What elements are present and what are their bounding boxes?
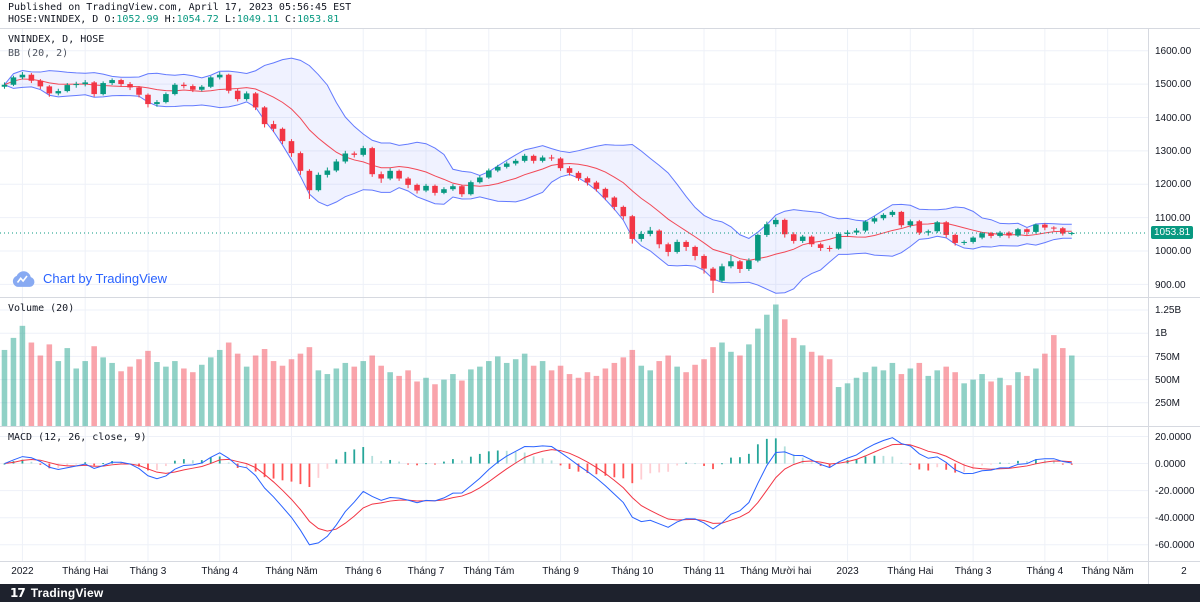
volume-tick-label: 1B <box>1155 328 1168 340</box>
time-axis-label: Tháng 7 <box>407 566 445 578</box>
volume-chart-canvas[interactable] <box>0 298 1148 427</box>
low-label: L: <box>224 14 237 25</box>
open-value: 1052.99 <box>116 14 159 25</box>
time-axis-label: 2022 <box>11 566 34 578</box>
price-tick-label: 1200.00 <box>1155 179 1192 191</box>
time-axis[interactable]: 2022 Tháng Hai Tháng 3 Tháng 4 Tháng Năm Thán… <box>0 562 1200 584</box>
price-tick-label: 900.00 <box>1155 279 1186 291</box>
footer-bar: 17 TradingView <box>0 583 1200 602</box>
macd-tick-label: -20.0000 <box>1155 485 1195 497</box>
published-line: Published on TradingView.com, April 17, … <box>8 2 352 13</box>
time-axis-label: Tháng 6 <box>344 566 382 578</box>
time-axis-label: 2023 <box>836 566 859 578</box>
axis-corner-divider <box>1148 562 1149 584</box>
volume-pane[interactable]: Volume (20) 1.25B 1B 750M 500M 250M <box>0 298 1200 428</box>
tradingview-cloud-icon <box>12 271 35 288</box>
symbol-ohlc-line: HOSE:VNINDEX, D O:1052.99 H:1054.72 L:10… <box>8 14 1200 26</box>
time-axis-label: Tháng 11 <box>683 566 725 578</box>
time-axis-label: Tháng Hai <box>887 566 934 578</box>
symbol-title: VNINDEX, D, HOSE <box>8 34 105 46</box>
watermark-text: Chart by TradingView <box>43 271 168 287</box>
macd-tick-label: 20.0000 <box>1155 431 1192 443</box>
time-axis-label: Tháng 4 <box>201 566 239 578</box>
tradingview-logo-icon[interactable]: 17 <box>10 585 26 600</box>
symbol-text: HOSE:VNINDEX, D <box>8 14 99 25</box>
macd-axis[interactable]: 20.0000 0.0000 -20.0000 -40.0000 -60.0000 <box>1148 427 1200 562</box>
footer-brand[interactable]: TradingView <box>30 585 104 600</box>
time-axis-label: Tháng 3 <box>954 566 992 578</box>
time-axis-label: Tháng Năm <box>265 566 318 578</box>
price-chart-canvas[interactable] <box>0 29 1148 298</box>
volume-indicator-label: Volume (20) <box>8 303 75 315</box>
macd-pane[interactable]: MACD (12, 26, close, 9) 20.0000 0.0000 -20… <box>0 427 1200 563</box>
volume-tick-label: 1.25B <box>1155 305 1182 317</box>
volume-tick-label: 500M <box>1155 374 1181 386</box>
time-axis-label: Tháng 4 <box>1026 566 1064 578</box>
macd-tick-label: -60.0000 <box>1155 539 1195 551</box>
snapshot-header: Published on TradingView.com, April 17, … <box>0 0 1200 28</box>
time-axis-label: Tháng 9 <box>542 566 579 578</box>
volume-tick-label: 750M <box>1155 351 1181 363</box>
close-value: 1053.81 <box>297 14 340 25</box>
high-label: H: <box>164 14 177 25</box>
price-axis[interactable]: 1600.00 1500.00 1400.00 1300.00 1200.00 1100.… <box>1148 29 1200 298</box>
price-tick-label: 1400.00 <box>1155 112 1192 124</box>
time-axis-label: Tháng Mười hai <box>740 566 812 578</box>
bb-indicator-label: BB (20, 2) <box>8 48 69 60</box>
price-tick-label: 1100.00 <box>1155 212 1191 224</box>
high-value: 1054.72 <box>176 14 219 25</box>
price-tick-label: 1000.00 <box>1155 246 1192 258</box>
macd-chart-canvas[interactable] <box>0 427 1148 562</box>
time-axis-label: Tháng 3 <box>129 566 167 578</box>
open-label: O: <box>104 14 117 25</box>
close-label: C: <box>285 14 298 25</box>
low-value: 1049.11 <box>236 14 280 25</box>
price-tick-label: 1600.00 <box>1155 45 1192 57</box>
time-axis-label: Tháng Năm <box>1081 566 1134 578</box>
last-price-badge: 1053.81 <box>1151 226 1194 240</box>
time-axis-label: Tháng 10 <box>611 566 654 578</box>
time-axis-label: Tháng Hai <box>62 566 109 578</box>
volume-tick-label: 250M <box>1155 398 1181 409</box>
volume-axis[interactable]: 1.25B 1B 750M 500M 250M <box>1148 298 1200 427</box>
macd-tick-label: 0.0000 <box>1155 458 1186 470</box>
price-tick-label: 1500.00 <box>1155 79 1192 91</box>
macd-tick-label: -40.0000 <box>1155 512 1195 524</box>
time-axis-label: 2 <box>1181 566 1187 578</box>
price-pane[interactable]: VNINDEX, D, HOSE BB (20, 2) Chart by Tra… <box>0 28 1200 299</box>
tradingview-watermark-link[interactable]: Chart by TradingView <box>10 270 168 288</box>
time-axis-label: Tháng Tám <box>463 566 515 578</box>
macd-indicator-label: MACD (12, 26, close, 9) <box>8 432 147 444</box>
price-tick-label: 1300.00 <box>1155 146 1192 158</box>
